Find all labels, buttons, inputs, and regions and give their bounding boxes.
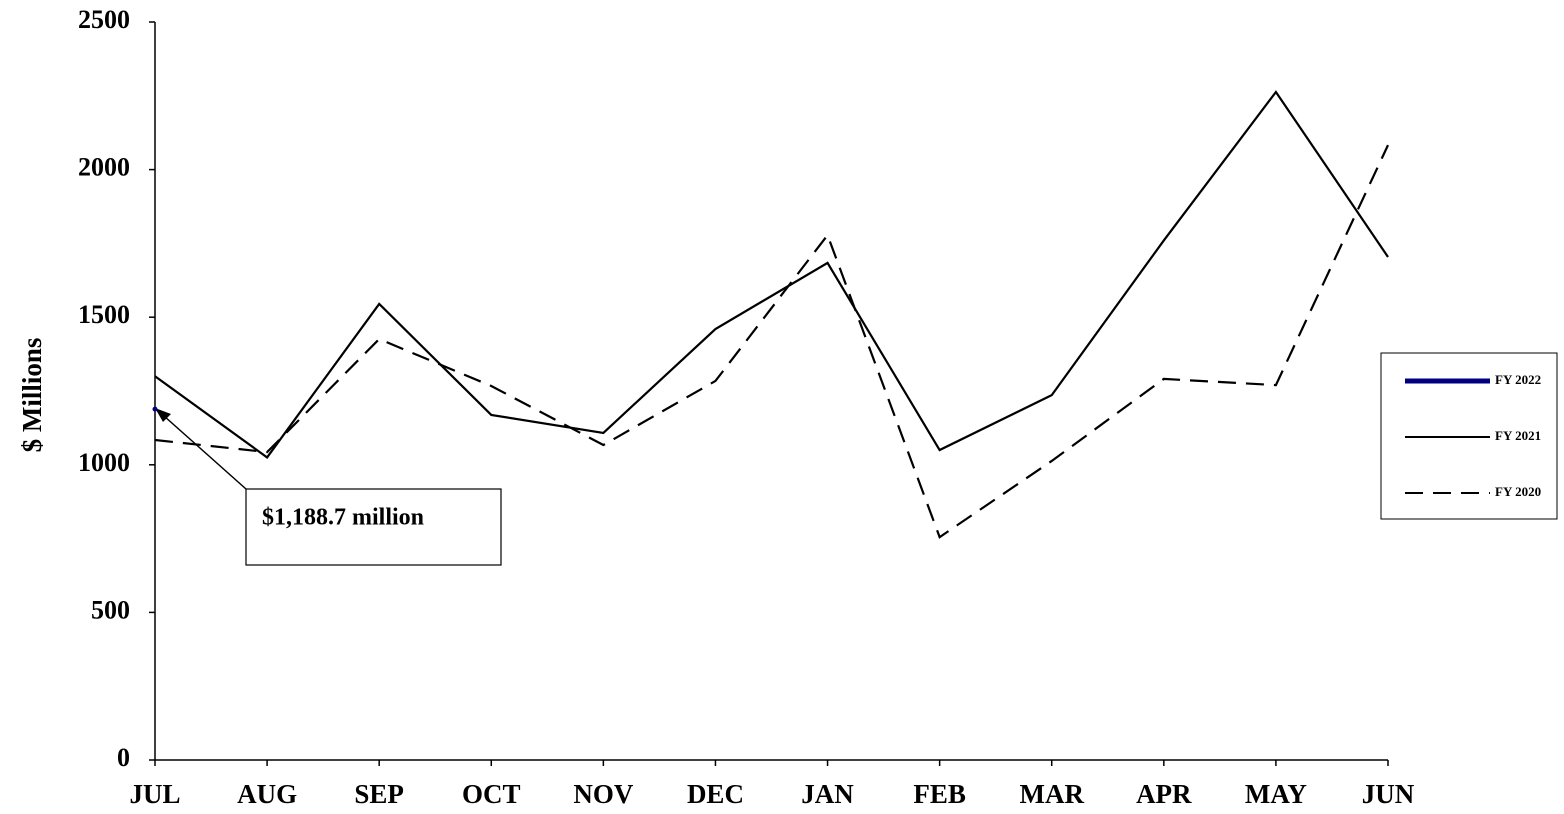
series-line [154,90,1389,459]
x-tick-label: OCT [462,779,521,809]
y-tick-label: 2500 [78,5,130,34]
x-tick-label: DEC [687,779,744,809]
annotation-box [245,488,502,566]
x-tick-label: JUL [129,779,180,809]
y-tick-label: 0 [117,743,130,772]
series-line [154,144,1389,539]
annotation-arrow [163,415,247,490]
x-tick-label: NOV [573,779,634,809]
y-tick-label: 1500 [78,300,130,329]
annotation: $1,188.7 million [262,505,424,531]
y-tick-label: 2000 [78,153,130,182]
y-axis-label: $ Millions [17,338,47,453]
legend-label: FY 2021 [1495,428,1541,443]
x-tick-label: JAN [801,779,854,809]
arrow-head [155,408,171,422]
x-tick-label: JUN [1362,779,1415,809]
y-tick-label: 1000 [78,448,130,477]
legend-label: FY 2022 [1495,372,1541,387]
x-tick-label: MAY [1245,779,1307,809]
x-tick-label: APR [1136,779,1192,809]
legend-label: FY 2020 [1495,484,1541,499]
x-tick-label: SEP [354,779,404,809]
x-tick-label: MAR [1019,779,1084,809]
x-tick-label: FEB [913,779,966,809]
y-tick-label: 500 [91,595,130,624]
x-tick-label: AUG [237,779,297,809]
